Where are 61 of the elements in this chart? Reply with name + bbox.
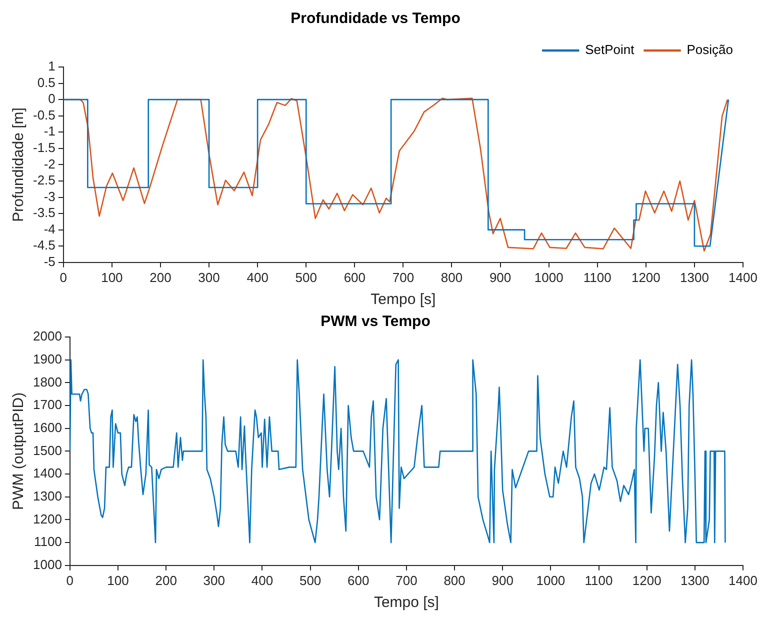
chart-title: Profundidade vs Tempo [290, 10, 460, 28]
x-tick-label: 200 [150, 270, 172, 285]
x-tick-label: 1100 [584, 572, 613, 588]
x-tick-label: 1100 [583, 270, 612, 285]
y-tick-label: 1200 [33, 511, 62, 526]
y-tick-label: 1100 [34, 534, 62, 550]
y-tick-label: -2.5 [32, 172, 56, 188]
y-tick-label: 1800 [33, 374, 62, 390]
x-tick-label: 200 [155, 572, 177, 588]
x-tick-label: 100 [101, 270, 123, 285]
x-tick-label: 100 [107, 572, 129, 588]
y-tick-label: 1700 [33, 397, 62, 412]
y-tick-label: -2 [44, 156, 56, 172]
y-axis-title: Profundidade [m] [10, 108, 28, 222]
y-tick-label: -3.5 [32, 205, 56, 220]
y-tick-label: -3 [44, 188, 56, 204]
y-tick-label: 1 [48, 58, 56, 74]
x-tick-label: 300 [198, 270, 220, 285]
legend-label: Posição [686, 42, 733, 58]
y-axis-title: PWM (outputPID) [10, 392, 28, 510]
x-tick-label: 1200 [632, 572, 662, 588]
y-tick-label: -4.5 [32, 238, 56, 253]
x-tick-label: 400 [246, 270, 268, 285]
x-tick-label: 300 [203, 572, 226, 588]
x-tick-label: 400 [251, 572, 274, 588]
x-tick-label: 700 [396, 572, 418, 588]
x-tick-label: 1400 [728, 270, 758, 285]
y-tick-label: 1400 [33, 466, 62, 481]
x-tick-label: 900 [492, 572, 514, 588]
y-tick-label: 2000 [33, 328, 62, 344]
y-tick-label: -0.5 [32, 107, 56, 122]
x-tick-label: 800 [440, 270, 463, 285]
legend-label: SetPoint [585, 42, 635, 58]
y-tick-label: 1500 [33, 442, 62, 458]
chart-title: PWM vs Tempo [320, 313, 430, 330]
y-tick-label: -5 [44, 254, 56, 269]
y-tick-label: 1600 [33, 420, 62, 435]
x-tick-label: 1200 [631, 270, 660, 285]
x-tick-label: 1000 [534, 270, 564, 285]
y-tick-label: 1900 [33, 351, 62, 366]
x-tick-label: 1000 [536, 572, 566, 588]
x-tick-label: 0 [66, 572, 74, 588]
x-tick-label: 600 [348, 572, 370, 588]
x-tick-label: 500 [299, 572, 322, 588]
y-tick-label: 1300 [33, 488, 62, 504]
x-tick-label: 1300 [680, 270, 709, 285]
y-tick-label: -4 [44, 221, 56, 236]
x-axis-title: Tempo [s] [374, 594, 439, 612]
x-tick-label: 500 [295, 270, 317, 285]
y-tick-label: -1 [44, 124, 56, 139]
y-tick-label: 0.5 [37, 74, 56, 90]
x-tick-label: 1400 [728, 572, 758, 588]
y-tick-label: 1000 [33, 556, 62, 572]
y-tick-label: -1.5 [32, 140, 56, 155]
x-axis-title: Tempo [s] [370, 291, 436, 308]
x-tick-label: 600 [344, 270, 366, 285]
y-tick-label: 0 [48, 91, 56, 106]
x-tick-label: 900 [489, 270, 512, 285]
x-tick-label: 800 [444, 572, 466, 588]
x-tick-label: 1300 [680, 572, 710, 588]
x-tick-label: 700 [392, 270, 414, 285]
